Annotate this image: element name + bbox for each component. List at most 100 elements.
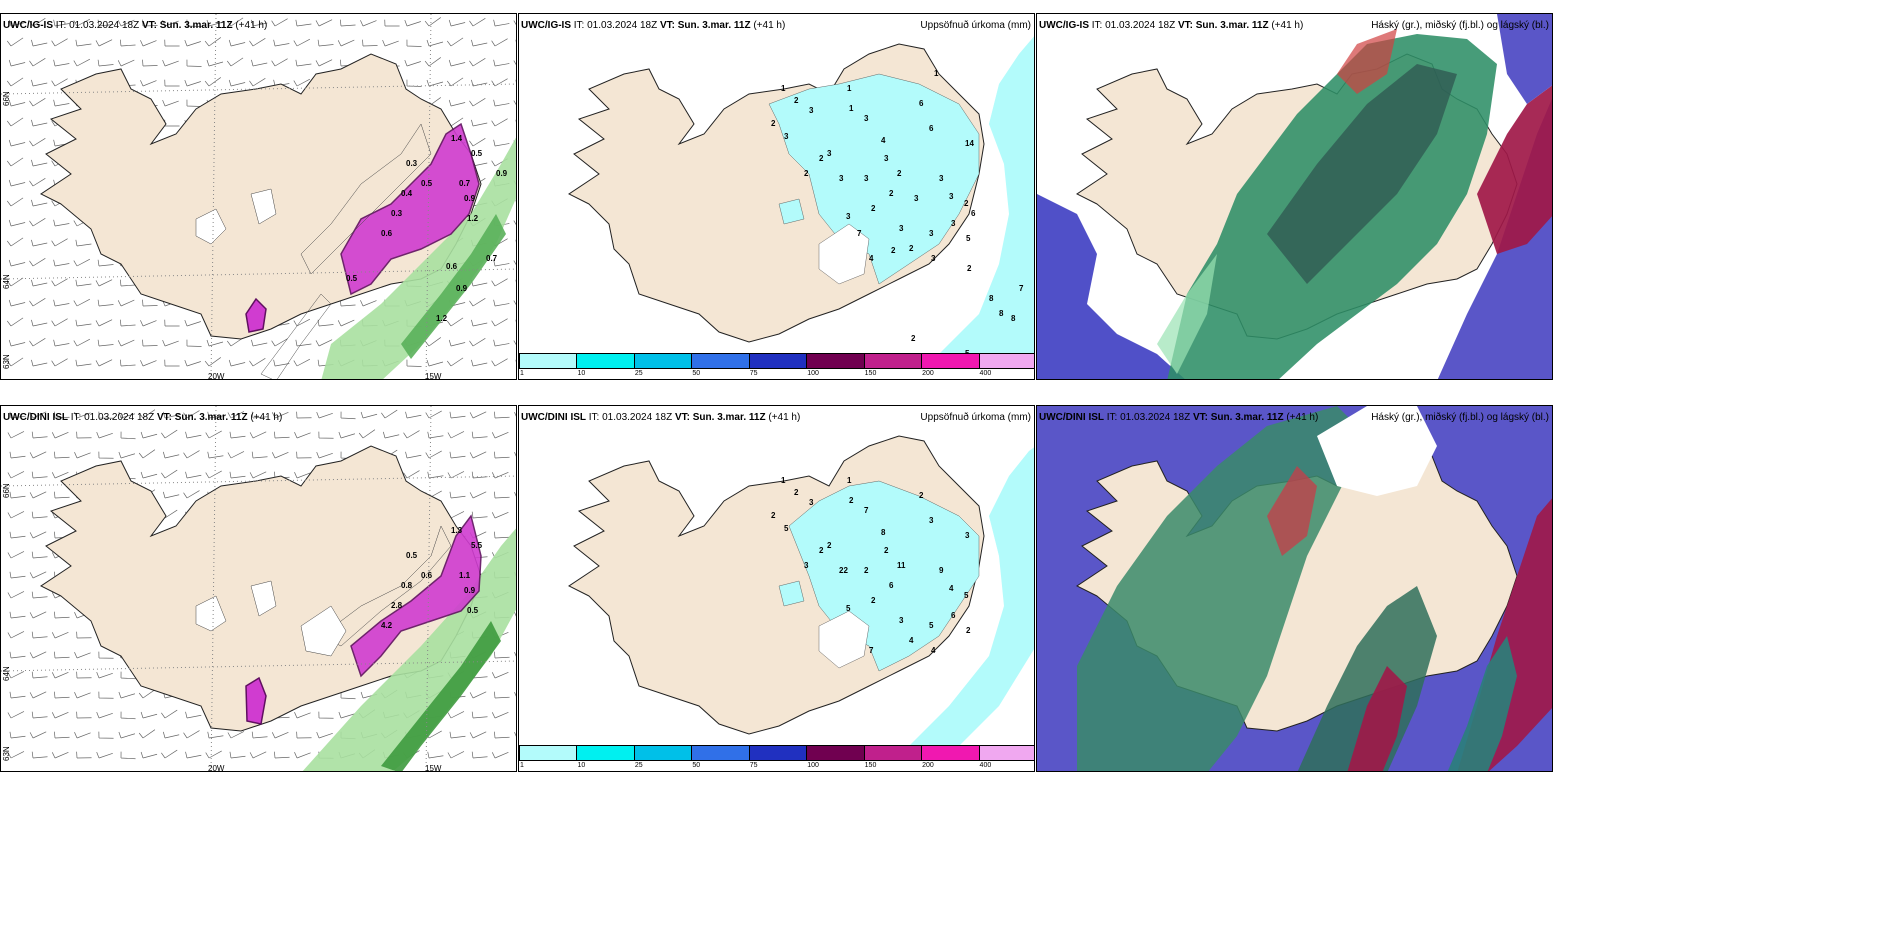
lat-label-64n: 64N <box>2 274 11 289</box>
high-cloud-blue-east <box>1437 98 1552 379</box>
wind-barb <box>358 429 376 439</box>
value-label: 1.1 <box>459 571 471 580</box>
wind-barb <box>118 691 136 699</box>
wind-barb <box>6 117 24 127</box>
wind-barb <box>7 591 25 599</box>
wind-barb <box>491 78 508 87</box>
wind-barb <box>75 279 92 287</box>
wind-barb <box>138 729 156 739</box>
wind-barb <box>183 410 200 419</box>
wind-barb <box>31 39 48 47</box>
wind-barb <box>75 359 92 367</box>
wind-barb <box>513 298 516 307</box>
wind-barb <box>8 179 26 187</box>
value-label: 0.9 <box>456 284 468 293</box>
wind-barb <box>491 752 509 759</box>
value-label: 1 <box>849 104 854 113</box>
wind-barb <box>226 17 244 27</box>
cloud-map-svg <box>1037 406 1552 771</box>
wind-barb <box>162 491 180 499</box>
wind-barb <box>513 258 516 267</box>
wind-barb <box>447 471 465 479</box>
wind-barb <box>120 711 136 720</box>
wind-barb <box>469 337 486 347</box>
colorbar-segment <box>863 353 923 369</box>
wind-barb <box>7 711 25 719</box>
init-time: IT: 01.03.2024 18Z <box>70 412 155 423</box>
wind-barb <box>294 752 311 759</box>
value-label: 1 <box>847 84 852 93</box>
wind-barb <box>142 299 158 307</box>
value-label: 4 <box>949 584 954 593</box>
wind-barb <box>96 431 113 439</box>
wind-barb <box>9 491 26 499</box>
wind-barb <box>469 297 486 307</box>
wind-barb <box>273 39 290 47</box>
wind-barb <box>206 19 224 27</box>
wind-barb <box>425 450 442 459</box>
precip-map-panel-top: UWC/IG-IS IT: 01.03.2024 18Z VT: Sun. 3.… <box>518 13 1035 380</box>
value-label: 1.2 <box>436 314 448 323</box>
wind-barb <box>425 410 442 419</box>
wind-barb <box>53 339 70 347</box>
wind-barb <box>51 78 68 87</box>
value-label: 3 <box>846 212 851 221</box>
wind-barb <box>228 359 246 367</box>
value-label: 0.6 <box>446 262 458 271</box>
wind-barb <box>75 39 92 47</box>
value-label: 3 <box>864 114 869 123</box>
wind-barb <box>164 79 180 87</box>
wind-barb <box>404 59 421 67</box>
colorbar-segment <box>748 353 808 369</box>
white-snow-area <box>195 580 347 657</box>
wind-barb <box>9 651 26 659</box>
wind-barb <box>31 239 48 247</box>
low-cloud-blue-west <box>1037 194 1185 379</box>
lead-time: (+41 h) <box>250 412 283 423</box>
init-time: IT: 01.03.2024 18Z <box>588 412 673 423</box>
wind-barb <box>31 671 48 679</box>
panel-header: UWC/IG-IS IT: 01.03.2024 18Z VT: Sun. 3.… <box>521 20 785 31</box>
wind-barb <box>31 751 48 759</box>
value-label: 3 <box>784 132 789 141</box>
wind-barb <box>316 731 333 739</box>
panel-header: UWC/DINI ISL IT: 01.03.2024 18Z VT: Sun.… <box>1039 412 1318 423</box>
value-label: 0.5 <box>406 551 418 560</box>
value-label: 2 <box>884 546 889 555</box>
value-label: 1 <box>847 476 852 485</box>
wind-barb <box>31 471 48 479</box>
wind-barb <box>471 79 488 87</box>
wind-barb <box>251 19 268 27</box>
wind-barb <box>161 429 178 439</box>
value-label: 2 <box>891 246 896 255</box>
wind-barb <box>471 319 488 327</box>
wind-barb <box>31 199 48 207</box>
wind-barb <box>404 19 421 27</box>
wind-barb <box>31 279 48 287</box>
lat-label-66n: 66N <box>2 483 11 498</box>
value-label: 4 <box>869 254 874 263</box>
precip-map-svg <box>568 36 1034 379</box>
wind-barb <box>251 339 268 347</box>
wind-barb <box>96 671 113 679</box>
wind-barb <box>491 712 509 719</box>
value-label: 2 <box>819 546 824 555</box>
wind-barb <box>493 299 510 307</box>
wind-barb <box>448 19 466 27</box>
colorbar-segment <box>863 745 923 761</box>
wind-barb <box>382 40 399 47</box>
wind-barb <box>471 431 488 439</box>
wind-barb <box>8 19 26 27</box>
value-label: 2 <box>966 626 971 635</box>
wind-barb <box>51 432 69 439</box>
wind-barb <box>142 339 158 347</box>
wind-barb <box>204 77 221 87</box>
colorbar-tick-label: 100 <box>807 762 819 769</box>
value-label: 3 <box>884 154 889 163</box>
wind-barb <box>140 751 158 759</box>
wind-barb <box>207 411 224 419</box>
wind-barb <box>491 512 509 519</box>
wind-barb <box>184 319 201 327</box>
wind-barb <box>515 39 516 47</box>
wind-barb <box>53 19 70 27</box>
